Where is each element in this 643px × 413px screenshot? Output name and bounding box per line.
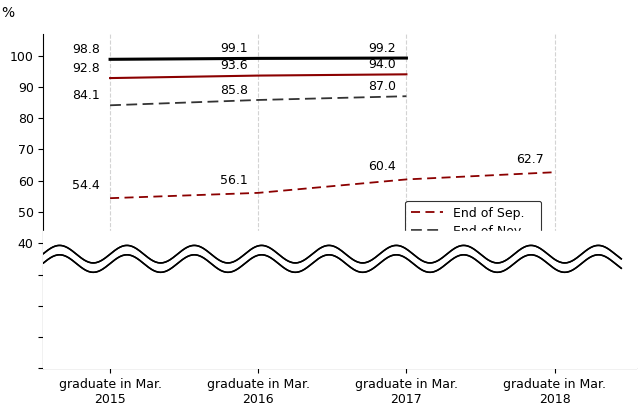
Text: 92.8: 92.8: [72, 62, 100, 75]
Legend: End of Sep., End of Nov., End of Jan., End of March: End of Sep., End of Nov., End of Jan., E…: [405, 201, 541, 280]
Text: 62.7: 62.7: [516, 153, 544, 166]
Text: 84.1: 84.1: [72, 89, 100, 102]
Text: 56.1: 56.1: [220, 173, 248, 187]
Text: 85.8: 85.8: [220, 84, 248, 97]
Text: 93.6: 93.6: [221, 59, 248, 72]
Text: 94.0: 94.0: [368, 58, 396, 71]
Text: 54.4: 54.4: [72, 179, 100, 192]
Text: 87.0: 87.0: [368, 80, 396, 93]
Text: 60.4: 60.4: [368, 160, 396, 173]
Text: 99.1: 99.1: [221, 42, 248, 55]
Text: 98.8: 98.8: [72, 43, 100, 56]
Text: %: %: [1, 6, 14, 20]
Text: 99.2: 99.2: [368, 42, 396, 55]
